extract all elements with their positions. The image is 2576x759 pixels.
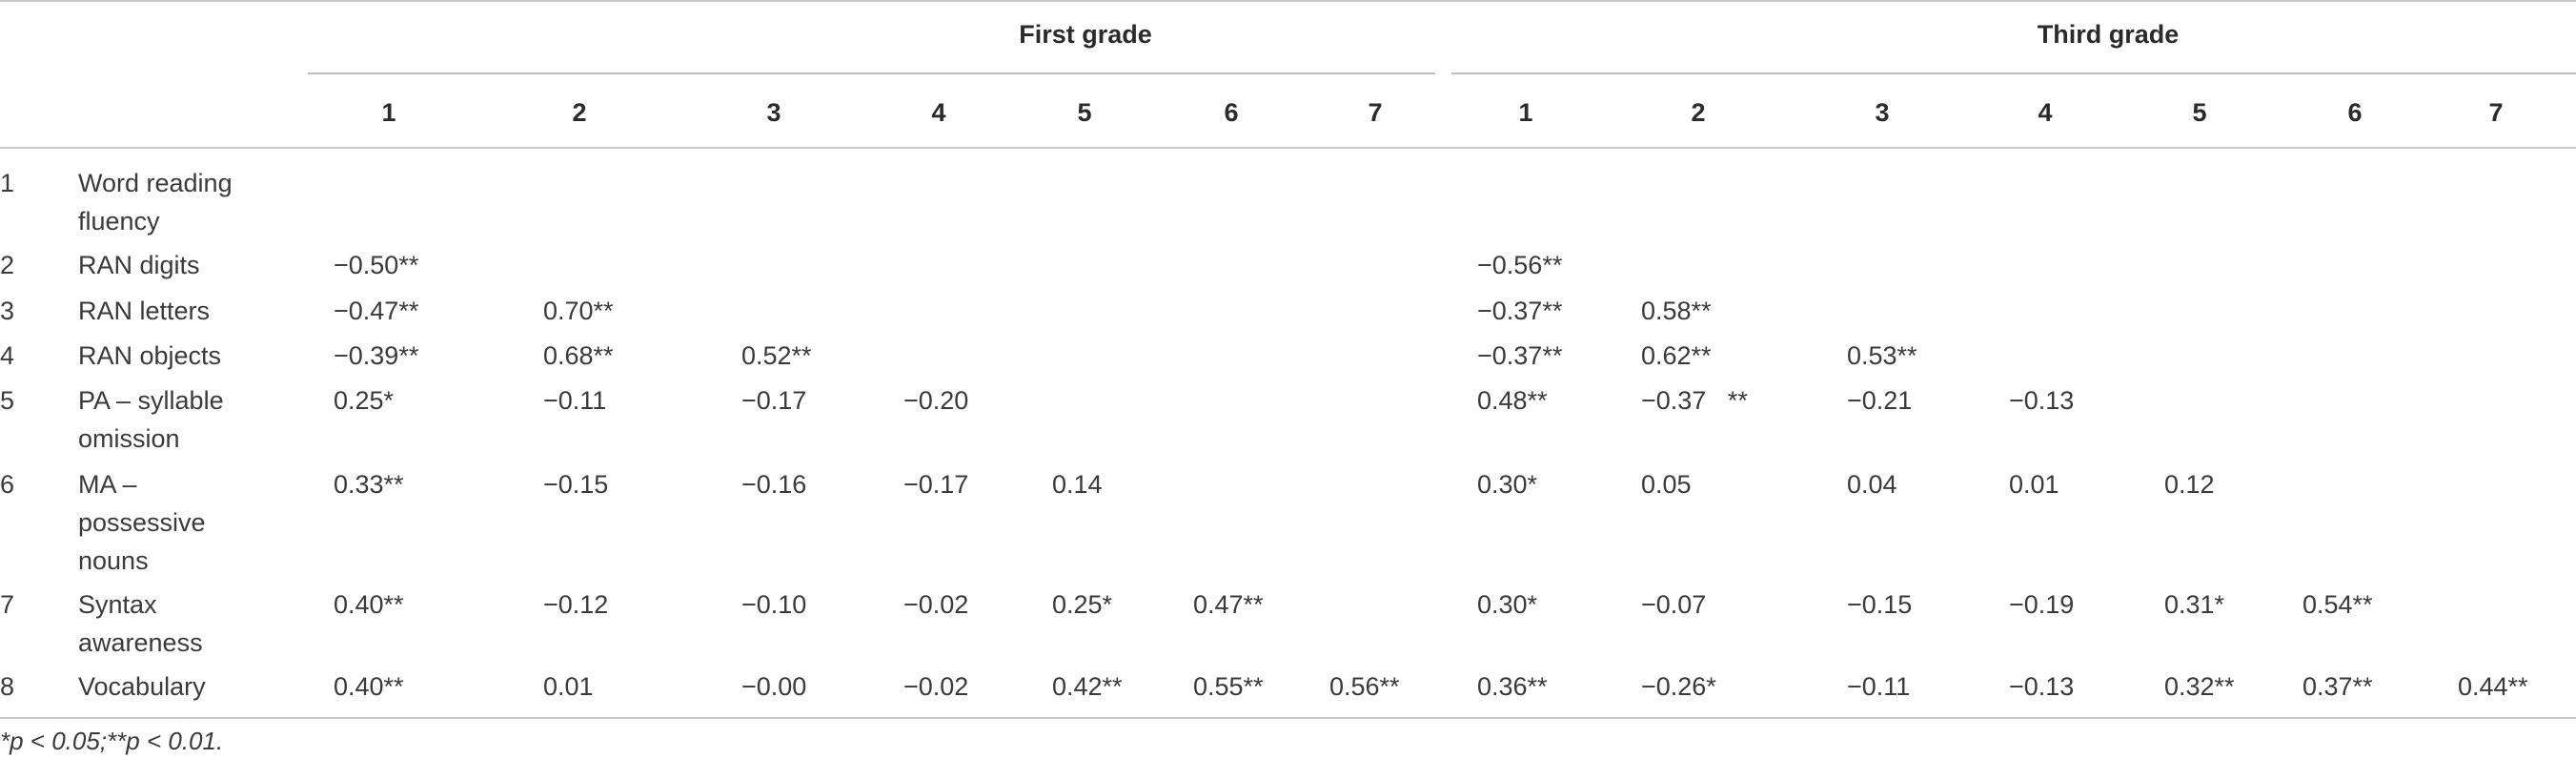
column-header-third-7: 7: [2488, 98, 2504, 127]
table-cell-first-grade: −0.02: [903, 590, 969, 619]
table-cell-third-grade: −0.56**: [1477, 251, 1563, 279]
table-footnote: *p < 0.05;**p < 0.01.: [0, 727, 224, 755]
table-cell-third-grade: 0.01: [2009, 470, 2059, 499]
column-header-first-1: 1: [381, 98, 396, 127]
table-cell-third-grade: −0.11: [1847, 672, 1911, 701]
table-cell-first-grade: 0.52**: [741, 341, 812, 370]
column-header-first-4: 4: [931, 98, 946, 127]
table-cell-first-grade: −0.17: [741, 386, 807, 415]
table-cell-first-grade: 0.47**: [1193, 590, 1264, 619]
row-label: RAN digits: [78, 251, 200, 279]
table-cell-first-grade: 0.14: [1052, 470, 1103, 499]
table-cell-first-grade: 0.40**: [334, 672, 404, 701]
group-header-third-grade: Third grade: [2037, 20, 2180, 49]
table-cell-first-grade: −0.12: [543, 590, 609, 619]
column-header-first-2: 2: [572, 98, 587, 127]
table-cell-third-grade: −0.15: [1847, 590, 1913, 619]
row-label: possessive: [78, 508, 206, 537]
table-cell-third-grade: 0.31*: [2164, 590, 2225, 619]
row-label: omission: [78, 424, 180, 453]
row-number: 6: [0, 470, 15, 499]
table-cell-first-grade: −0.15: [543, 470, 609, 499]
table-cell-third-grade: −0.13: [2009, 672, 2075, 701]
column-header-third-3: 3: [1875, 98, 1890, 127]
row-number: 8: [0, 672, 15, 701]
column-header-first-7: 7: [1368, 98, 1383, 127]
table-cell-first-grade: −0.11: [543, 386, 607, 415]
table-cell-first-grade: −0.10: [741, 590, 807, 619]
table-cell-third-grade: −0.37 **: [1641, 386, 1748, 415]
table-cell-third-grade: 0.53**: [1847, 341, 1917, 370]
header-bottom-rule: [0, 147, 2576, 149]
table-cell-third-grade: 0.37**: [2302, 672, 2373, 701]
table-cell-first-grade: 0.40**: [334, 590, 404, 619]
table-cell-third-grade: 0.58**: [1641, 297, 1712, 325]
row-label: RAN objects: [78, 341, 222, 370]
table-cell-third-grade: 0.12: [2164, 470, 2215, 499]
row-label: awareness: [78, 628, 203, 657]
table-cell-third-grade: −0.37**: [1477, 341, 1563, 370]
table-cell-first-grade: −0.16: [741, 470, 807, 499]
table-cell-third-grade: 0.04: [1847, 470, 1897, 499]
table-cell-first-grade: 0.56**: [1329, 672, 1400, 701]
table-cell-third-grade: −0.37**: [1477, 297, 1563, 325]
table-cell-first-grade: −0.02: [903, 672, 969, 701]
table-cell-first-grade: 0.25*: [334, 386, 395, 415]
table-cell-first-grade: 0.55**: [1193, 672, 1264, 701]
table-cell-first-grade: −0.17: [903, 470, 969, 499]
table-cell-third-grade: −0.19: [2009, 590, 2075, 619]
table-cell-first-grade: −0.00: [741, 672, 807, 701]
table-cell-first-grade: 0.33**: [334, 470, 404, 499]
table-cell-first-grade: 0.01: [543, 672, 594, 701]
row-label: fluency: [78, 207, 160, 236]
table-cell-first-grade: −0.50**: [334, 251, 419, 279]
row-label: Syntax: [78, 590, 157, 619]
table-cell-third-grade: 0.30*: [1477, 470, 1538, 499]
table-cell-third-grade: 0.44**: [2458, 672, 2528, 701]
column-header-first-6: 6: [1224, 98, 1239, 127]
table-cell-third-grade: −0.26*: [1641, 672, 1716, 701]
row-label: Word reading: [78, 169, 233, 197]
column-header-third-2: 2: [1691, 98, 1706, 127]
table-cell-third-grade: 0.36**: [1477, 672, 1548, 701]
table-cell-third-grade: −0.13: [2009, 386, 2075, 415]
column-header-first-3: 3: [766, 98, 781, 127]
table-cell-first-grade: 0.25*: [1052, 590, 1113, 619]
column-header-first-5: 5: [1077, 98, 1092, 127]
row-label: PA – syllable: [78, 386, 224, 415]
row-label: RAN letters: [78, 297, 211, 325]
column-header-third-1: 1: [1518, 98, 1533, 127]
column-header-third-5: 5: [2192, 98, 2207, 127]
row-label: Vocabulary: [78, 672, 206, 701]
table-cell-first-grade: 0.70**: [543, 297, 614, 325]
table-cell-third-grade: 0.05: [1641, 470, 1692, 499]
table-cell-first-grade: 0.42**: [1052, 672, 1123, 701]
row-label: MA –: [78, 470, 137, 499]
group-header-first-grade: First grade: [1019, 20, 1152, 49]
row-number: 4: [0, 341, 15, 370]
table-cell-first-grade: −0.20: [903, 386, 969, 415]
table-cell-third-grade: 0.30*: [1477, 590, 1538, 619]
table-cell-third-grade: 0.54**: [2302, 590, 2373, 619]
table-cell-third-grade: −0.07: [1641, 590, 1707, 619]
table-cell-first-grade: −0.39**: [334, 341, 419, 370]
table-bottom-rule: [0, 717, 2576, 719]
table-cell-third-grade: −0.21: [1847, 386, 1913, 415]
row-number: 1: [0, 169, 15, 197]
table-cell-first-grade: −0.47**: [334, 297, 419, 325]
top-rule: [0, 0, 2576, 2]
table-cell-third-grade: 0.48**: [1477, 386, 1548, 415]
row-number: 3: [0, 297, 15, 325]
row-number: 7: [0, 590, 15, 619]
table-cell-third-grade: 0.62**: [1641, 341, 1712, 370]
table-cell-first-grade: 0.68**: [543, 341, 614, 370]
table-cell-third-grade: 0.32**: [2164, 672, 2235, 701]
row-number: 2: [0, 251, 15, 279]
row-number: 5: [0, 386, 15, 415]
column-header-third-6: 6: [2347, 98, 2363, 127]
third-grade-underline: [1451, 72, 2576, 74]
first-grade-underline: [308, 72, 1435, 74]
row-label: nouns: [78, 546, 149, 575]
column-header-third-4: 4: [2038, 98, 2053, 127]
